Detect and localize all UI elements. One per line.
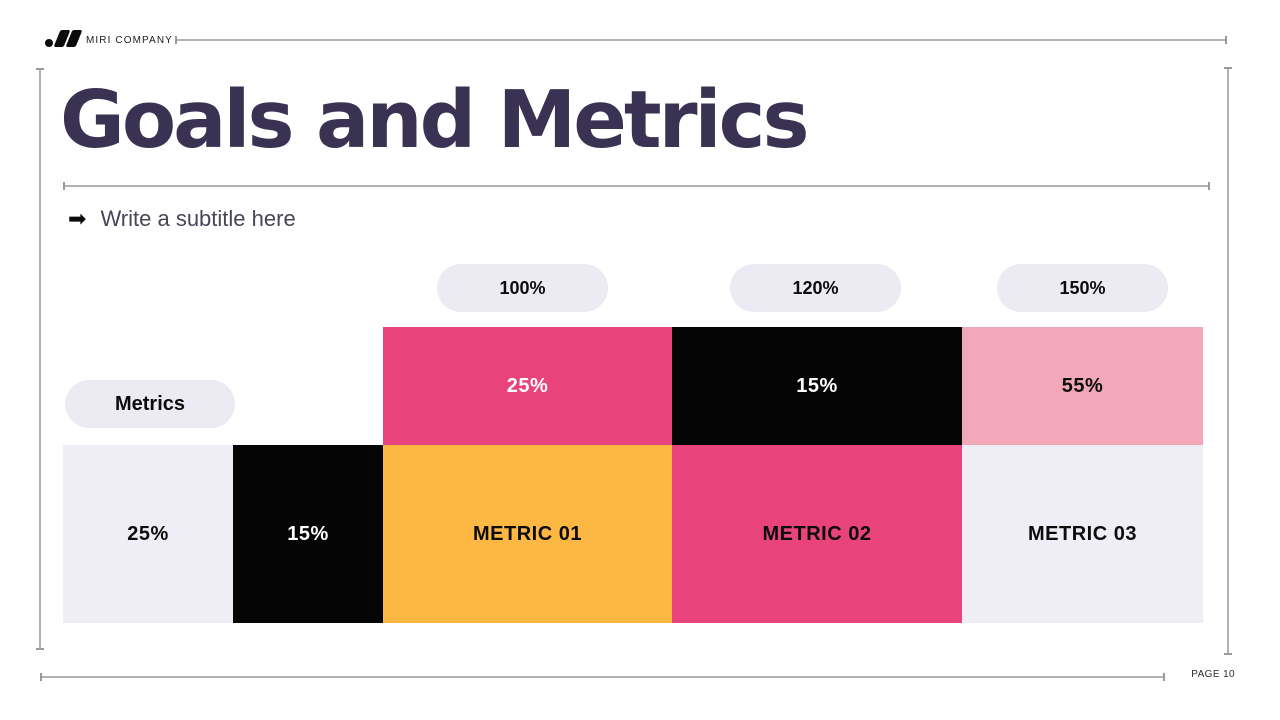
company-logo <box>45 29 83 49</box>
arrow-right-icon: ➡ <box>68 206 87 231</box>
logo-dot-icon <box>45 39 53 47</box>
goal-badge-2: 120% <box>730 264 901 312</box>
side-value-cell-1: 25% <box>63 445 233 623</box>
metrics-row-label-text: Metrics <box>114 392 186 415</box>
metric-cell-3: METRIC 03 <box>962 445 1203 623</box>
achieved-value: 55% <box>1061 374 1104 397</box>
metric-name: METRIC 01 <box>473 522 582 545</box>
metric-name: METRIC 02 <box>762 522 872 545</box>
footer-rule <box>40 673 1165 681</box>
subtitle-row: ➡ Write a subtitle here <box>68 206 296 232</box>
page-number: PAGE 10 <box>1191 669 1235 680</box>
subtitle-text: Write a subtitle here <box>100 206 296 231</box>
header-rule <box>175 36 1227 44</box>
left-frame-rule <box>36 68 44 650</box>
metric-cell-2: METRIC 02 <box>672 445 962 623</box>
goal-badge-3: 150% <box>997 264 1168 312</box>
side-value: 15% <box>287 522 329 545</box>
achieved-value: 15% <box>796 374 838 397</box>
achieved-cell-metric-01: 25% <box>383 327 672 445</box>
goal-badge-1: 100% <box>437 264 608 312</box>
side-value-cell-2: 15% <box>233 445 383 623</box>
achieved-cell-metric-03: 55% <box>962 327 1203 445</box>
achieved-cell-metric-02: 15% <box>672 327 962 445</box>
goal-badge-3-value: 150% <box>1059 277 1106 298</box>
metrics-row-label: Metrics <box>65 380 235 428</box>
achieved-value: 25% <box>506 374 549 397</box>
goal-badge-1-value: 100% <box>499 277 546 298</box>
slide-title: Goals and Metrics <box>60 74 809 166</box>
company-name: MIRI COMPANY <box>86 35 173 46</box>
side-value: 25% <box>127 522 169 545</box>
metric-name: METRIC 03 <box>1028 522 1137 545</box>
goal-badge-2-value: 120% <box>792 277 839 298</box>
title-underline-rule <box>63 182 1210 190</box>
metric-cell-1: METRIC 01 <box>383 445 672 623</box>
right-frame-rule <box>1224 67 1232 655</box>
